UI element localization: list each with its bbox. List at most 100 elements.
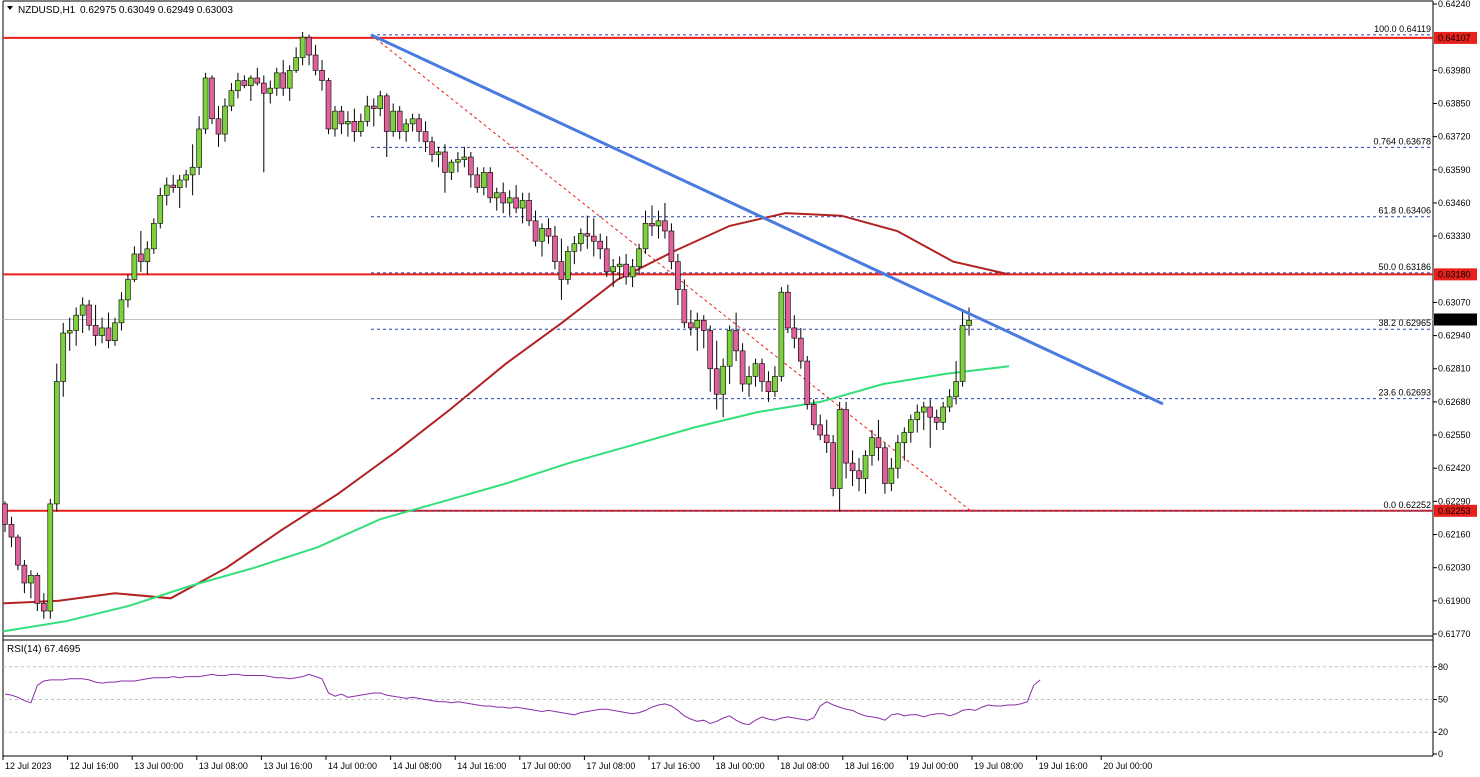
candle-body	[209, 77, 215, 120]
candle-body	[700, 319, 707, 331]
candle-body	[86, 304, 92, 326]
candle-body	[940, 406, 946, 423]
candle-body	[267, 87, 274, 94]
candle-body	[539, 228, 545, 242]
candle-body	[448, 161, 455, 173]
candle-body	[798, 337, 804, 362]
candle-body	[733, 330, 739, 352]
candle-body	[584, 233, 591, 237]
candle-body	[131, 253, 138, 280]
fibonacci-label: 100.0 0.64119	[1374, 24, 1431, 34]
price-level-label: 0.62253	[1438, 506, 1471, 516]
candle-body	[319, 70, 325, 81]
candle-body	[254, 77, 261, 84]
candle-body	[720, 365, 726, 395]
time-tick-label: 13 Jul 16:00	[263, 761, 312, 771]
rsi-tick-label: 0	[1438, 749, 1443, 759]
price-tick-label: 0.62160	[1438, 530, 1471, 540]
trendlines	[370, 33, 1164, 406]
candle-body	[882, 447, 888, 484]
candle-body	[435, 151, 442, 155]
candle-body	[105, 327, 112, 341]
candle-body	[241, 80, 248, 86]
candle-body	[60, 332, 67, 382]
candle-body	[545, 228, 552, 237]
candle-body	[403, 123, 409, 132]
candle-body	[552, 235, 558, 262]
candle-body	[66, 330, 73, 334]
fibonacci-label: 0.764 0.63678	[1373, 136, 1431, 146]
rsi-pane: 80 50 20 0	[3, 662, 1448, 759]
price-level-label: 0.64107	[1438, 33, 1471, 43]
candle-body	[688, 322, 694, 329]
candle-body	[112, 322, 118, 341]
price-tick-label: 0.61770	[1438, 629, 1471, 639]
price-tick-label: 0.63460	[1438, 198, 1471, 208]
time-tick-label: 12 Jul 16:00	[70, 761, 119, 771]
candle-body	[416, 118, 422, 132]
candle-body	[429, 141, 435, 155]
candle-body	[41, 603, 47, 612]
candle-body	[823, 434, 830, 444]
fibonacci-baseline	[370, 34, 972, 512]
candle-body	[785, 291, 791, 329]
candle-body	[332, 110, 338, 130]
candle-body	[474, 174, 481, 188]
candle-body	[875, 437, 882, 449]
fibonacci-label: 61.8 0.63406	[1378, 206, 1431, 216]
price-level-marker	[1434, 504, 1477, 517]
candle-body	[260, 82, 267, 94]
time-tick-label: 12 Jul 2023	[5, 761, 52, 771]
candle-body	[163, 184, 170, 196]
candle-body	[312, 54, 319, 71]
candle-body	[468, 156, 474, 176]
candle-body	[73, 314, 79, 331]
candle-body	[849, 462, 856, 472]
rsi-line	[4, 673, 1041, 726]
candle-body	[79, 304, 86, 316]
candle-body	[125, 279, 131, 301]
candle-body	[901, 432, 908, 444]
time-tick-label: 14 Jul 00:00	[328, 761, 377, 771]
candle-body	[442, 151, 448, 173]
time-tick-label: 13 Jul 08:00	[199, 761, 248, 771]
price-tick-label: 0.61900	[1438, 596, 1471, 606]
candle-body	[810, 404, 817, 426]
candle-body	[273, 72, 280, 89]
time-tick-label: 19 Jul 16:00	[1039, 761, 1088, 771]
fibonacci-levels: 100.0 0.64119 0.764 0.63678 61.8 0.63406 50…	[370, 24, 1433, 512]
candle-body	[390, 110, 397, 132]
candle-body	[396, 110, 403, 132]
candle-body	[836, 409, 843, 489]
candle-body	[856, 470, 862, 479]
candle-body	[345, 121, 351, 125]
candle-body	[500, 192, 506, 204]
candle-body	[151, 223, 157, 250]
candle-body	[144, 248, 151, 262]
current-price-marker	[1434, 313, 1477, 326]
candle-body	[739, 350, 746, 385]
price-tick-label: 0.63590	[1438, 165, 1471, 175]
candle-body	[558, 261, 565, 280]
trendline	[370, 33, 1164, 406]
candle-body	[642, 223, 649, 250]
candle-body	[532, 220, 539, 242]
candle-body	[662, 220, 668, 232]
symbol-dropdown-icon[interactable]	[7, 6, 13, 10]
price-tick-label: 0.62030	[1438, 563, 1471, 573]
candle-body	[293, 57, 299, 71]
candle-body	[804, 360, 811, 405]
price-tick-label: 0.63980	[1438, 65, 1471, 75]
candle-body	[636, 248, 642, 268]
candle-body	[364, 105, 371, 122]
candle-body	[791, 327, 798, 339]
candle-body	[138, 253, 144, 262]
candle-body	[92, 325, 99, 336]
candle-body	[377, 95, 384, 109]
current-price-label: 0.63003	[1438, 315, 1471, 325]
price-tick-label: 0.62420	[1438, 463, 1471, 473]
candle-body	[927, 406, 934, 418]
candle-body	[422, 131, 429, 143]
candle-body	[590, 235, 597, 242]
